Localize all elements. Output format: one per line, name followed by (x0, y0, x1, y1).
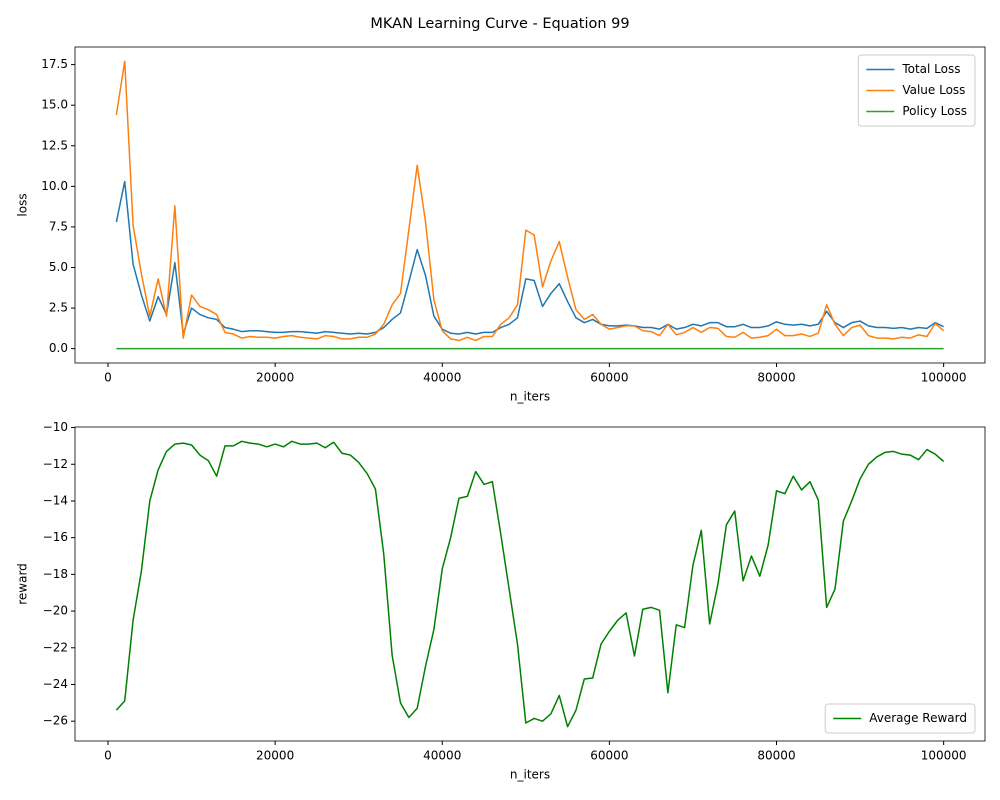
y-axis-label: loss (16, 193, 30, 216)
y-tick-label: 5.0 (49, 260, 68, 274)
legend-box (824, 703, 976, 734)
y-tick-label: −12 (43, 457, 68, 471)
y-tick-label: −26 (43, 714, 68, 728)
x-tick-label: 20000 (256, 749, 294, 763)
series-line (115, 180, 944, 335)
y-tick-label: 10.0 (41, 179, 68, 193)
x-axis-label: n_iters (510, 768, 550, 782)
y-tick-label: −14 (43, 493, 68, 507)
axes-frame (74, 426, 986, 742)
x-tick-label: 100000 (921, 749, 967, 763)
y-axis-label: reward (16, 563, 30, 605)
y-tick-label: −22 (43, 640, 68, 654)
x-tick-label: 20000 (256, 371, 294, 385)
x-tick-label: 80000 (757, 749, 795, 763)
x-tick-label: 0 (104, 371, 112, 385)
legend-label: Value Loss (902, 83, 965, 97)
x-tick-label: 100000 (921, 371, 967, 385)
y-tick-label: 17.5 (41, 57, 68, 71)
x-tick-label: 80000 (757, 371, 795, 385)
x-tick-label: 60000 (590, 749, 628, 763)
x-tick-label: 60000 (590, 371, 628, 385)
legend-label: Policy Loss (902, 104, 967, 118)
x-tick-label: 40000 (423, 749, 461, 763)
y-tick-label: −10 (43, 420, 68, 434)
y-tick-label: −16 (43, 530, 68, 544)
y-tick-label: 7.5 (49, 219, 68, 233)
series-line (115, 440, 945, 728)
figure-title: MKAN Learning Curve - Equation 99 (370, 16, 629, 32)
axes-frame (74, 46, 986, 364)
x-axis-label: n_iters (510, 390, 550, 404)
legend: Total Loss Value Loss Policy Loss (857, 54, 976, 127)
series-line (115, 60, 945, 342)
y-tick-label: −20 (43, 604, 68, 618)
y-tick-label: −24 (43, 677, 68, 691)
y-tick-label: 12.5 (41, 138, 68, 152)
legend-box (857, 54, 976, 127)
y-tick-label: 0.0 (49, 341, 68, 355)
legend-label: Total Loss (901, 62, 960, 76)
legend-label: Average Reward (869, 711, 967, 725)
legend: Average Reward (824, 703, 976, 734)
y-tick-label: −18 (43, 567, 68, 581)
x-tick-label: 0 (104, 749, 112, 763)
y-tick-label: 15.0 (41, 98, 68, 112)
x-tick-label: 40000 (423, 371, 461, 385)
y-tick-label: 2.5 (49, 301, 68, 315)
